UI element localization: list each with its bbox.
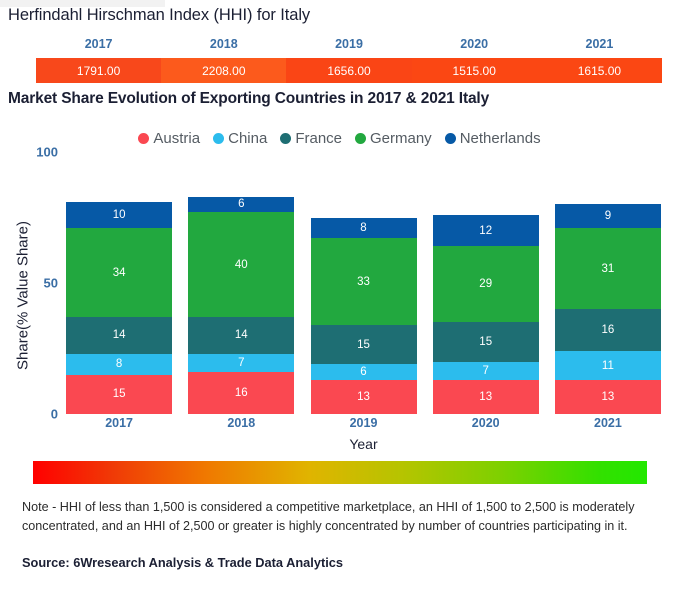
- bars-row: 15 8 14 34 10 16 7 14 40 6 13 6 15 33 8 13 7 15 29 12 13 11 16…: [58, 152, 669, 414]
- legend-item-austria[interactable]: Austria: [138, 130, 200, 147]
- hhi-value-cell: 1791.00: [36, 58, 162, 83]
- y-axis-ticks: 0 50 100: [14, 145, 58, 444]
- bar-segment-austria[interactable]: 13: [310, 379, 417, 414]
- x-axis-tick-label: 2017: [105, 416, 133, 430]
- hhi-year-label: 2020: [460, 37, 489, 51]
- y-axis-tick-label: 0: [50, 406, 58, 422]
- top-decorative-strip: [0, 0, 165, 7]
- bar-segment-france[interactable]: 14: [188, 317, 295, 354]
- bar-segment-netherlands[interactable]: 8: [310, 217, 417, 239]
- bar-segment-netherlands[interactable]: 12: [432, 214, 539, 247]
- x-axis-tick-label: 2021: [594, 416, 622, 430]
- x-axis-labels: 2017 2018 2019 2020 2021: [58, 416, 669, 430]
- bar-segment-france[interactable]: 15: [432, 322, 539, 362]
- bar-segment-china[interactable]: 11: [554, 351, 661, 380]
- bar-slot: 13 6 15 33 8: [302, 152, 424, 414]
- bar-segment-germany[interactable]: 40: [188, 212, 295, 318]
- stacked-bar[interactable]: 15 8 14 34 10: [66, 201, 173, 414]
- bar-slot: 13 7 15 29 12: [425, 152, 547, 414]
- hhi-title: Herfindahl Hirschman Index (HHI) for Ita…: [8, 6, 311, 24]
- legend-label: China: [228, 130, 268, 147]
- stacked-bar[interactable]: 13 7 15 29 12: [432, 214, 539, 414]
- bar-segment-france[interactable]: 15: [310, 324, 417, 365]
- footer-note: Note - HHI of less than 1,500 is conside…: [22, 500, 635, 533]
- hhi-year-label: 2018: [209, 37, 238, 51]
- stacked-bar[interactable]: 13 6 15 33 8: [310, 217, 417, 414]
- chart-legend: Austria China France Germany Netherlands: [0, 130, 679, 147]
- legend-dot-icon: [213, 133, 225, 144]
- x-axis-tick-label: 2018: [227, 416, 256, 430]
- legend-dot-icon: [444, 133, 456, 144]
- legend-item-germany[interactable]: Germany: [355, 130, 432, 147]
- legend-dot-icon: [280, 133, 292, 144]
- bar-segment-china[interactable]: 6: [310, 364, 417, 380]
- hhi-value-bar: 1791.00 2208.00 1656.00 1515.00 1615.00: [36, 58, 663, 83]
- bar-slot: 15 8 14 34 10: [58, 152, 180, 414]
- bar-segment-china[interactable]: 7: [188, 353, 295, 373]
- hhi-year-label: 2019: [335, 37, 363, 51]
- legend-item-china[interactable]: China: [213, 130, 267, 147]
- legend-label: Austria: [153, 130, 201, 147]
- legend-dot-icon: [138, 133, 150, 144]
- bar-segment-france[interactable]: 14: [66, 317, 173, 354]
- legend-item-france[interactable]: France: [280, 130, 342, 147]
- chart-title: Market Share Evolution of Exporting Coun…: [8, 90, 490, 107]
- hhi-value-cell: 2208.00: [161, 58, 287, 83]
- stacked-bar[interactable]: 16 7 14 40 6: [188, 196, 295, 414]
- stacked-bar[interactable]: 13 11 16 31 9: [554, 204, 661, 414]
- bar-segment-germany[interactable]: 31: [554, 228, 661, 310]
- legend-dot-icon: [355, 133, 366, 144]
- bar-segment-austria[interactable]: 16: [188, 372, 295, 414]
- bar-segment-france[interactable]: 16: [554, 309, 661, 352]
- bar-segment-china[interactable]: 8: [66, 353, 173, 375]
- y-axis-tick-label: 50: [43, 275, 58, 291]
- hhi-year-label: 2017: [84, 37, 113, 51]
- chart-plot-wrapper: Share(% Value Share) 0 50 100 15 8 14 34 10 16 7…: [0, 145, 679, 452]
- bar-segment-netherlands[interactable]: 6: [188, 196, 295, 213]
- x-axis-tick-label: 2019: [349, 416, 378, 430]
- bar-segment-germany[interactable]: 33: [310, 238, 417, 325]
- legend-item-netherlands[interactable]: Netherlands: [444, 130, 541, 147]
- bar-segment-austria[interactable]: 13: [554, 379, 661, 414]
- legend-label: Netherlands: [459, 130, 541, 147]
- legend-label: France: [295, 130, 342, 147]
- hhi-value-cell: 1656.00: [286, 58, 412, 83]
- footer-source: Source: 6Wresearch Analysis & Trade Data…: [22, 555, 344, 570]
- hhi-value-cell: 1615.00: [536, 58, 663, 83]
- bar-slot: 16 7 14 40 6: [180, 152, 302, 414]
- bar-segment-austria[interactable]: 13: [432, 379, 539, 414]
- y-axis-tick-label: 100: [36, 144, 58, 160]
- color-gradient-scale-bar: [33, 461, 647, 484]
- bar-segment-china[interactable]: 7: [432, 361, 539, 380]
- bar-slot: 13 11 16 31 9: [547, 152, 669, 414]
- x-axis-tick-label: 2020: [471, 416, 500, 430]
- bar-segment-netherlands[interactable]: 10: [66, 201, 173, 228]
- bar-segment-germany[interactable]: 34: [66, 228, 173, 318]
- hhi-value-cell: 1515.00: [411, 58, 537, 83]
- bar-segment-germany[interactable]: 29: [432, 246, 539, 323]
- bar-segment-netherlands[interactable]: 9: [554, 204, 661, 229]
- hhi-year-header: 2017 2018 2019 2020 2021: [36, 37, 662, 51]
- legend-label: Germany: [370, 130, 432, 147]
- x-axis-title: Year: [349, 436, 378, 452]
- hhi-year-label: 2021: [585, 37, 614, 51]
- plot-area: 15 8 14 34 10 16 7 14 40 6 13 6 15 33 8 13 7 15 29 12 13 11 16…: [58, 152, 669, 414]
- bar-segment-austria[interactable]: 15: [66, 374, 173, 414]
